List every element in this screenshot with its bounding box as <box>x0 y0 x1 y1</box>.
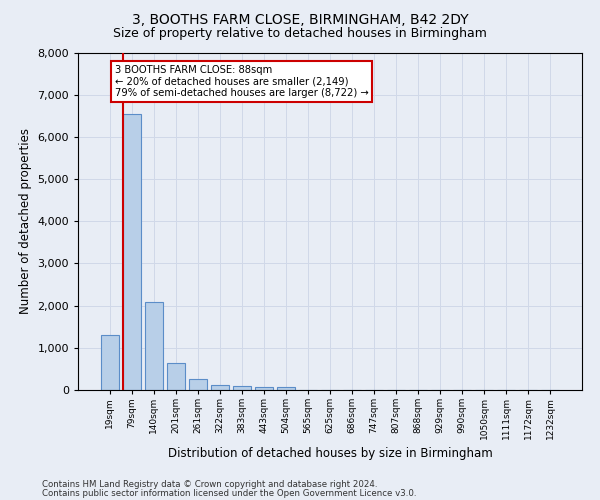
Text: Contains HM Land Registry data © Crown copyright and database right 2024.: Contains HM Land Registry data © Crown c… <box>42 480 377 489</box>
Bar <box>211 384 229 390</box>
X-axis label: Distribution of detached houses by size in Birmingham: Distribution of detached houses by size … <box>167 448 493 460</box>
Bar <box>277 388 295 390</box>
Bar <box>145 302 163 390</box>
Bar <box>233 386 251 390</box>
Bar <box>123 114 140 390</box>
Bar <box>189 380 206 390</box>
Bar <box>255 388 273 390</box>
Text: 3, BOOTHS FARM CLOSE, BIRMINGHAM, B42 2DY: 3, BOOTHS FARM CLOSE, BIRMINGHAM, B42 2D… <box>131 12 469 26</box>
Y-axis label: Number of detached properties: Number of detached properties <box>19 128 32 314</box>
Text: Size of property relative to detached houses in Birmingham: Size of property relative to detached ho… <box>113 28 487 40</box>
Text: 3 BOOTHS FARM CLOSE: 88sqm
← 20% of detached houses are smaller (2,149)
79% of s: 3 BOOTHS FARM CLOSE: 88sqm ← 20% of deta… <box>115 65 368 98</box>
Bar <box>101 335 119 390</box>
Bar <box>167 363 185 390</box>
Text: Contains public sector information licensed under the Open Government Licence v3: Contains public sector information licen… <box>42 490 416 498</box>
